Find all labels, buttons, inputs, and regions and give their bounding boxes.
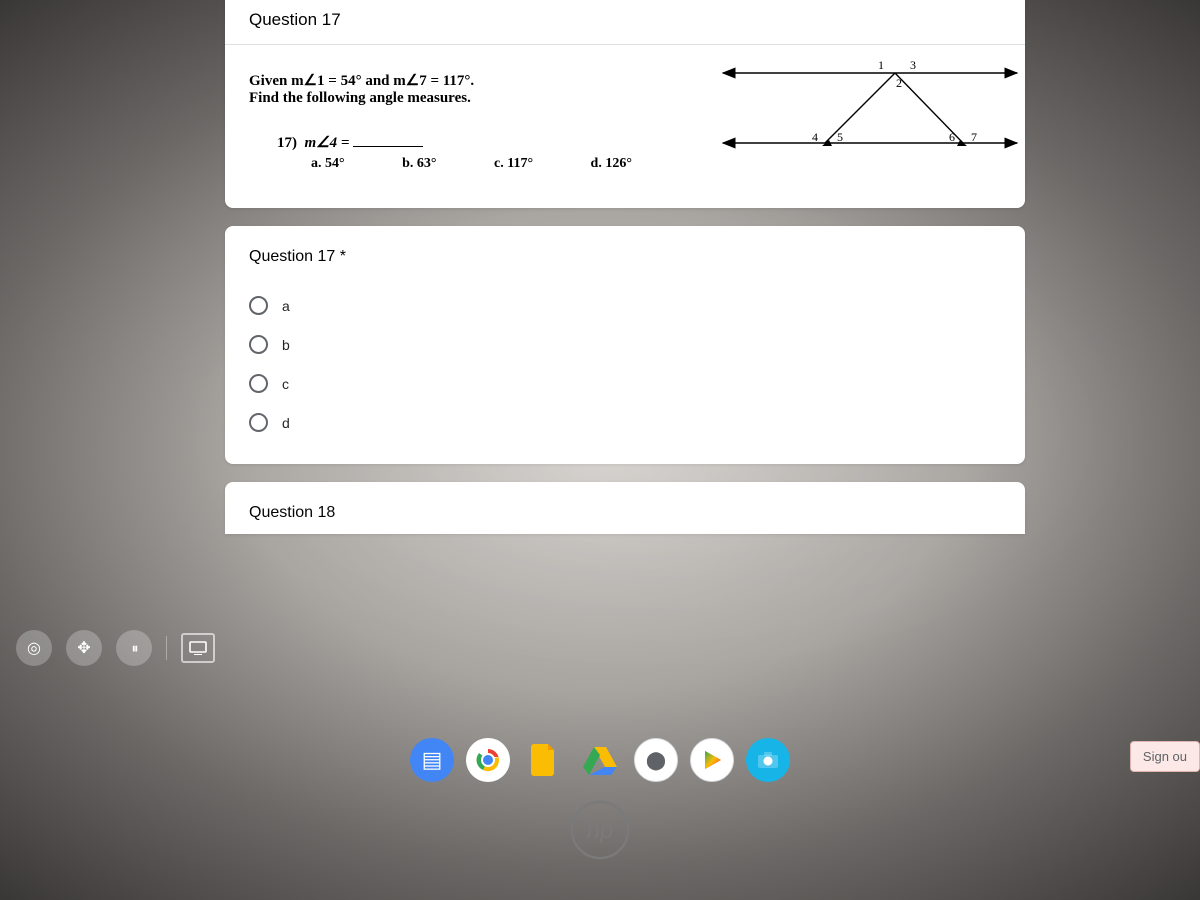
play-icon[interactable] <box>690 738 734 782</box>
svg-text:hp: hp <box>587 817 614 844</box>
radio-icon[interactable] <box>249 413 268 432</box>
option-label: a <box>282 298 290 314</box>
option-label: c <box>282 376 289 392</box>
angle-label-4: 4 <box>812 130 818 144</box>
present-icon[interactable] <box>181 633 215 663</box>
target-icon[interactable]: ◎ <box>16 630 52 666</box>
item-number: 17) <box>277 135 297 151</box>
angle-label-6: 6 <box>949 130 955 144</box>
angle-label-2: 2 <box>896 76 902 90</box>
question-18-card: Question 18 <box>225 482 1025 534</box>
answer-card: Question 17 * a b c d <box>225 226 1025 464</box>
option-c[interactable]: c <box>249 364 1001 403</box>
angle-label-7: 7 <box>971 130 977 144</box>
pause-icon[interactable]: ⏸ <box>116 630 152 666</box>
files-icon[interactable]: ▤ <box>410 738 454 782</box>
question-18-title: Question 18 <box>249 504 1001 522</box>
option-b[interactable]: b <box>249 325 1001 364</box>
angle-diagram: 1 2 3 4 5 6 7 <box>705 45 1035 195</box>
sign-out-button[interactable]: Sign ou <box>1130 741 1200 772</box>
move-icon[interactable]: ✥ <box>66 630 102 666</box>
question-17-card: Question 17 Given m∠1 = 54° and m∠7 = 11… <box>225 0 1025 208</box>
option-label: d <box>282 415 290 431</box>
camera-icon[interactable] <box>746 738 790 782</box>
angle-label-1: 1 <box>878 58 884 72</box>
radio-icon[interactable] <box>249 335 268 354</box>
docs-icon[interactable] <box>522 738 566 782</box>
radio-icon[interactable] <box>249 296 268 315</box>
choice-a: a. 54° <box>311 156 345 172</box>
option-label: b <box>282 337 290 353</box>
question-17-header: Question 17 <box>225 0 1025 45</box>
answer-title: Question 17 * <box>249 248 1001 266</box>
chrome-icon[interactable] <box>466 738 510 782</box>
angle-label-3: 3 <box>910 58 916 72</box>
presenter-toolbar: ◎ ✥ ⏸ <box>16 630 215 666</box>
hp-logo-icon: hp <box>570 800 630 860</box>
answer-blank <box>353 134 423 148</box>
item-expression: m∠4 = <box>305 135 350 151</box>
drive-icon[interactable] <box>578 738 622 782</box>
option-d[interactable]: d <box>249 403 1001 442</box>
choice-d: d. 126° <box>591 156 632 172</box>
record-icon[interactable]: ⬤ <box>634 738 678 782</box>
choice-b: b. 63° <box>402 156 436 172</box>
question-17-body: Given m∠1 = 54° and m∠7 = 117°. Find the… <box>225 45 1025 172</box>
chrome-shelf: ▤ ⬤ <box>0 732 1200 788</box>
choice-c: c. 117° <box>494 156 533 172</box>
option-a[interactable]: a <box>249 286 1001 325</box>
toolbar-separator <box>166 636 167 660</box>
radio-icon[interactable] <box>249 374 268 393</box>
angle-label-5: 5 <box>837 130 843 144</box>
